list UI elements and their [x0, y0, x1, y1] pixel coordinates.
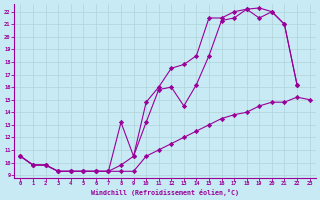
X-axis label: Windchill (Refroidissement éolien,°C): Windchill (Refroidissement éolien,°C) — [91, 189, 239, 196]
